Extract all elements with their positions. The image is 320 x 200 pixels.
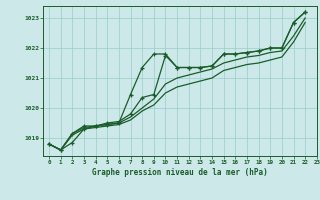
X-axis label: Graphe pression niveau de la mer (hPa): Graphe pression niveau de la mer (hPa) xyxy=(92,168,268,177)
